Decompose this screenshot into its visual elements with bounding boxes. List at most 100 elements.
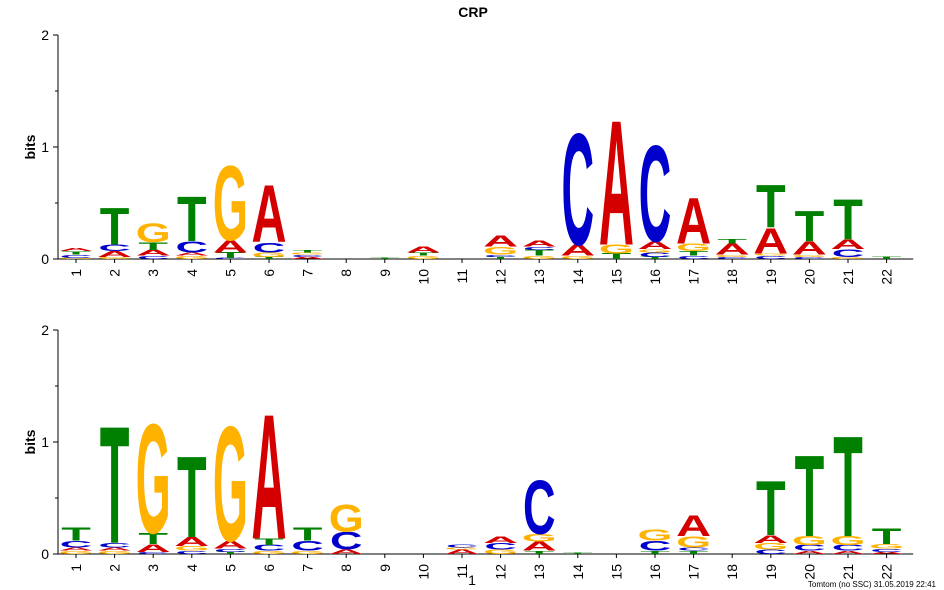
logo-letter-a: A <box>560 241 595 259</box>
x-tick-label: 6 <box>261 269 277 277</box>
logo-letter-c: C <box>137 551 169 555</box>
logo-letter-g: G <box>792 254 827 258</box>
logo-letter-g: G <box>252 251 287 258</box>
x-tick-label: 13 <box>531 564 547 580</box>
logo-letter-c: C <box>330 527 362 555</box>
x-tick-label: 18 <box>724 564 740 580</box>
logo-letter-t: T <box>293 250 323 253</box>
logo-letter-t: T <box>524 550 554 555</box>
logo-letter-g: G <box>831 534 866 548</box>
logo-letter-t: T <box>370 258 400 260</box>
logo-letter-c: C <box>98 243 130 253</box>
x-tick-label: 2 <box>107 564 123 572</box>
logo-letter-t: T <box>216 251 246 260</box>
y-axis-label: bits <box>22 429 38 454</box>
logo-letter-t: T <box>138 240 168 252</box>
logo-letter-c: C <box>253 240 285 256</box>
logo-letter-a: A <box>406 246 441 255</box>
logo-letter-t: T <box>602 252 632 261</box>
logo-letter-c: C <box>98 542 131 549</box>
x-tick-label: 15 <box>608 269 624 285</box>
logo-letter-t: T <box>872 524 902 548</box>
logo-letter-t: T <box>409 252 439 257</box>
logo-letter-t: T <box>138 530 168 548</box>
x-tick-label: 19 <box>763 269 779 285</box>
logo-letter-t: T <box>293 524 323 545</box>
logo-letter-t: T <box>100 392 130 579</box>
x-tick-label: 1 <box>68 269 84 277</box>
logo-letter-g: G <box>174 545 209 552</box>
logo-letter-t: T <box>254 537 284 547</box>
logo-letter-g: G <box>97 256 132 260</box>
logo-letter-t: T <box>756 464 786 552</box>
logo-letter-t: T <box>563 553 593 555</box>
logo-letter-g: G <box>753 253 788 257</box>
logo-letter-c: C <box>755 255 787 260</box>
x-tick-label: 4 <box>184 564 200 572</box>
logo-letter-g: G <box>290 550 325 555</box>
logo-letter-c: C <box>716 256 748 260</box>
logo-letter-t: T <box>679 250 709 257</box>
x-tick-label: 5 <box>222 564 238 572</box>
logo-letter-t: T <box>486 256 516 259</box>
logo-letter-g: G <box>522 255 557 260</box>
logo-letter-c: C <box>137 255 169 260</box>
logo-letter-a: A <box>174 252 209 257</box>
x-tick-label: 14 <box>570 564 586 580</box>
logo-letter-a: A <box>792 550 827 555</box>
x-tick-label: 9 <box>377 269 393 277</box>
x-tick-label: 8 <box>338 269 354 277</box>
logo-letter-g: G <box>136 218 171 248</box>
logo-letter-a: A <box>329 549 364 556</box>
logo-letter-a: A <box>290 256 325 259</box>
logo-letter-a: A <box>753 533 788 545</box>
x-tick-label: 8 <box>338 564 354 572</box>
x-tick-label: 9 <box>377 564 393 572</box>
logo-letter-a: A <box>251 377 286 576</box>
logo-letter-a: A <box>522 539 557 553</box>
logo-letter-c: C <box>832 544 864 553</box>
logo-letter-g: G <box>252 550 287 555</box>
logo-letter-g: G <box>483 548 518 555</box>
y-tick-label: 1 <box>41 139 49 155</box>
logo-letter-a: A <box>213 237 248 256</box>
logo-letter-t: T <box>717 238 747 245</box>
logo-letter-g: G <box>869 543 904 550</box>
logo-letter-a: A <box>869 551 904 554</box>
logo-letter-a: A <box>59 547 94 552</box>
logo-letter-g: G <box>406 255 441 260</box>
logo-panel-1: 012bits1GCTA2GACT3CATG4GACT5CTAG6TGCA7AC… <box>22 27 914 285</box>
logo-letter-g: G <box>213 392 248 576</box>
logo-letter-g: G <box>59 550 94 555</box>
x-tick-label: 11 <box>454 269 470 284</box>
logo-letter-c: C <box>639 116 671 271</box>
logo-letter-g: G <box>753 541 788 551</box>
logo-letter-g: G <box>599 242 634 256</box>
logo-letter-g: G <box>638 527 673 544</box>
logo-letter-c: C <box>639 251 672 258</box>
logo-letter-t: T <box>833 188 863 252</box>
x-tick-label: 12 <box>493 564 509 580</box>
logo-letter-g: G <box>560 255 595 260</box>
logo-letter-t: T <box>61 524 91 545</box>
x-tick-label: 11 <box>454 564 470 579</box>
logo-letter-t: T <box>833 406 863 567</box>
x-tick-label: 7 <box>300 564 316 572</box>
y-tick-label: 0 <box>41 546 49 562</box>
logo-letter-c: C <box>523 466 555 551</box>
logo-letter-t: T <box>177 185 207 256</box>
logo-letter-c: C <box>214 258 247 260</box>
y-tick-label: 1 <box>41 434 49 450</box>
logo-letter-c: C <box>176 239 208 256</box>
logo-letter-g: G <box>522 532 557 544</box>
x-tick-label: 5 <box>222 269 238 277</box>
x-tick-label: 17 <box>686 269 702 285</box>
logo-letter-c: C <box>677 546 709 551</box>
logo-letter-g: G <box>136 393 171 567</box>
x-tick-label: 3 <box>145 564 161 572</box>
position-marker: 1 <box>468 572 476 588</box>
logo-letter-c: C <box>253 544 285 553</box>
logo-letter-g: G <box>676 534 711 551</box>
x-tick-label: 20 <box>801 269 817 285</box>
x-tick-label: 6 <box>261 564 277 572</box>
